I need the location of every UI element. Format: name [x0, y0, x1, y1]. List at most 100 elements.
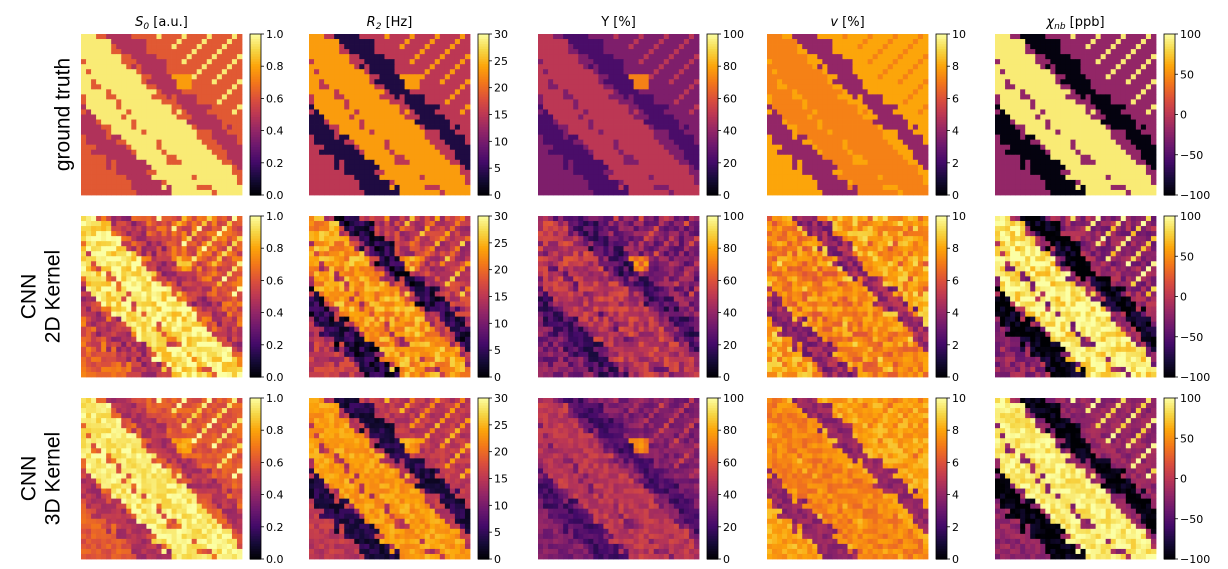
map-pixel	[384, 174, 390, 181]
map-pixel	[907, 44, 914, 50]
colorbar-segment	[250, 551, 261, 555]
map-pixel	[663, 134, 670, 141]
map-pixel	[151, 134, 157, 141]
map-pixel	[633, 54, 640, 60]
map-pixel	[598, 79, 604, 85]
map-pixel	[812, 79, 818, 85]
colorbar-segment	[707, 117, 718, 121]
map-pixel	[688, 39, 695, 45]
map-pixel	[459, 104, 466, 110]
map-pixel	[379, 149, 385, 156]
map-pixel	[663, 164, 670, 171]
map-pixel	[196, 159, 203, 166]
colorbar-segment	[250, 311, 261, 315]
map-pixel	[648, 184, 655, 191]
map-pixel	[643, 174, 650, 181]
map-pixel	[384, 84, 390, 90]
map-pixel	[782, 44, 788, 50]
map-pixel	[618, 89, 624, 95]
map-pixel	[226, 154, 233, 161]
map-pixel	[583, 59, 589, 65]
colorbar-segment	[478, 263, 489, 267]
map-pixel	[231, 184, 238, 191]
colorbar-segment	[478, 122, 489, 126]
map-pixel	[384, 159, 390, 166]
colorbar-segment	[936, 41, 947, 45]
map-pixel	[548, 164, 554, 171]
map-pixel	[349, 154, 355, 161]
map-pixel	[141, 99, 147, 105]
map-pixel	[857, 69, 863, 75]
map-pixel	[216, 134, 223, 141]
map-pixel	[141, 109, 147, 115]
map-pixel	[116, 184, 122, 191]
colorbar-segment	[707, 418, 718, 422]
colorbar-segment	[1164, 122, 1175, 126]
map-pixel	[439, 129, 446, 136]
map-pixel	[236, 124, 243, 130]
map-pixel	[131, 144, 137, 151]
map-pixel	[558, 114, 564, 120]
map-pixel	[912, 134, 919, 141]
map-pixel	[211, 109, 218, 115]
map-pixel	[126, 104, 132, 110]
colorbar-segment	[478, 501, 489, 505]
map-pixel	[141, 184, 147, 191]
map-pixel	[464, 74, 471, 80]
colorbar-segment	[936, 453, 947, 457]
map-pixel	[344, 144, 350, 151]
map-pixel	[354, 154, 360, 161]
map-pixel	[141, 174, 147, 181]
map-pixel	[573, 129, 579, 136]
colorbar-segment	[250, 64, 261, 68]
map-pixel	[231, 34, 238, 40]
colorbar: 0.00.20.40.60.81.0	[249, 28, 284, 202]
map-pixel	[221, 99, 228, 105]
colorbar-segment	[478, 39, 489, 43]
map-pixel	[812, 124, 818, 130]
colorbar-segment	[250, 261, 261, 265]
colorbar-segment	[1164, 34, 1175, 38]
map-pixel	[96, 109, 102, 115]
map-pixel	[96, 149, 102, 156]
map-pixel	[156, 139, 162, 146]
map-pixel	[812, 149, 818, 156]
map-pixel	[588, 184, 594, 191]
colorbar-segment	[707, 268, 718, 272]
map-pixel	[96, 39, 102, 45]
map-pixel	[409, 59, 416, 65]
map-pixel	[563, 79, 569, 85]
map-pixel	[419, 149, 426, 156]
colorbar-segment	[478, 152, 489, 156]
colorbar-segment	[936, 59, 947, 63]
map-pixel	[444, 174, 451, 181]
colorbar-segment	[1164, 84, 1175, 88]
map-pixel	[857, 44, 863, 50]
map-pixel	[862, 44, 869, 50]
map-pixel	[359, 114, 365, 120]
map-pixel	[787, 134, 793, 141]
map-pixel	[538, 179, 544, 186]
map-pixel	[449, 144, 456, 151]
map-pixel	[897, 79, 904, 85]
colorbar-segment	[478, 179, 489, 184]
map-pixel	[683, 169, 690, 176]
map-pixel	[176, 149, 183, 156]
map-pixel	[812, 74, 818, 80]
colorbar-segment	[1164, 189, 1175, 194]
map-pixel	[802, 94, 808, 100]
map-pixel	[638, 109, 645, 115]
colorbar-segment	[936, 336, 947, 340]
map-pixel	[827, 104, 833, 110]
map-pixel	[653, 34, 660, 40]
map-pixel	[394, 104, 400, 110]
map-pixel	[464, 64, 471, 70]
map-pixel	[384, 129, 390, 136]
map-pixel	[131, 44, 137, 50]
map-pixel	[121, 99, 127, 105]
map-pixel	[414, 34, 421, 40]
map-pixel	[216, 69, 223, 75]
map-pixel	[136, 59, 142, 65]
map-pixel	[166, 64, 172, 70]
colorbar-segment	[478, 423, 489, 427]
